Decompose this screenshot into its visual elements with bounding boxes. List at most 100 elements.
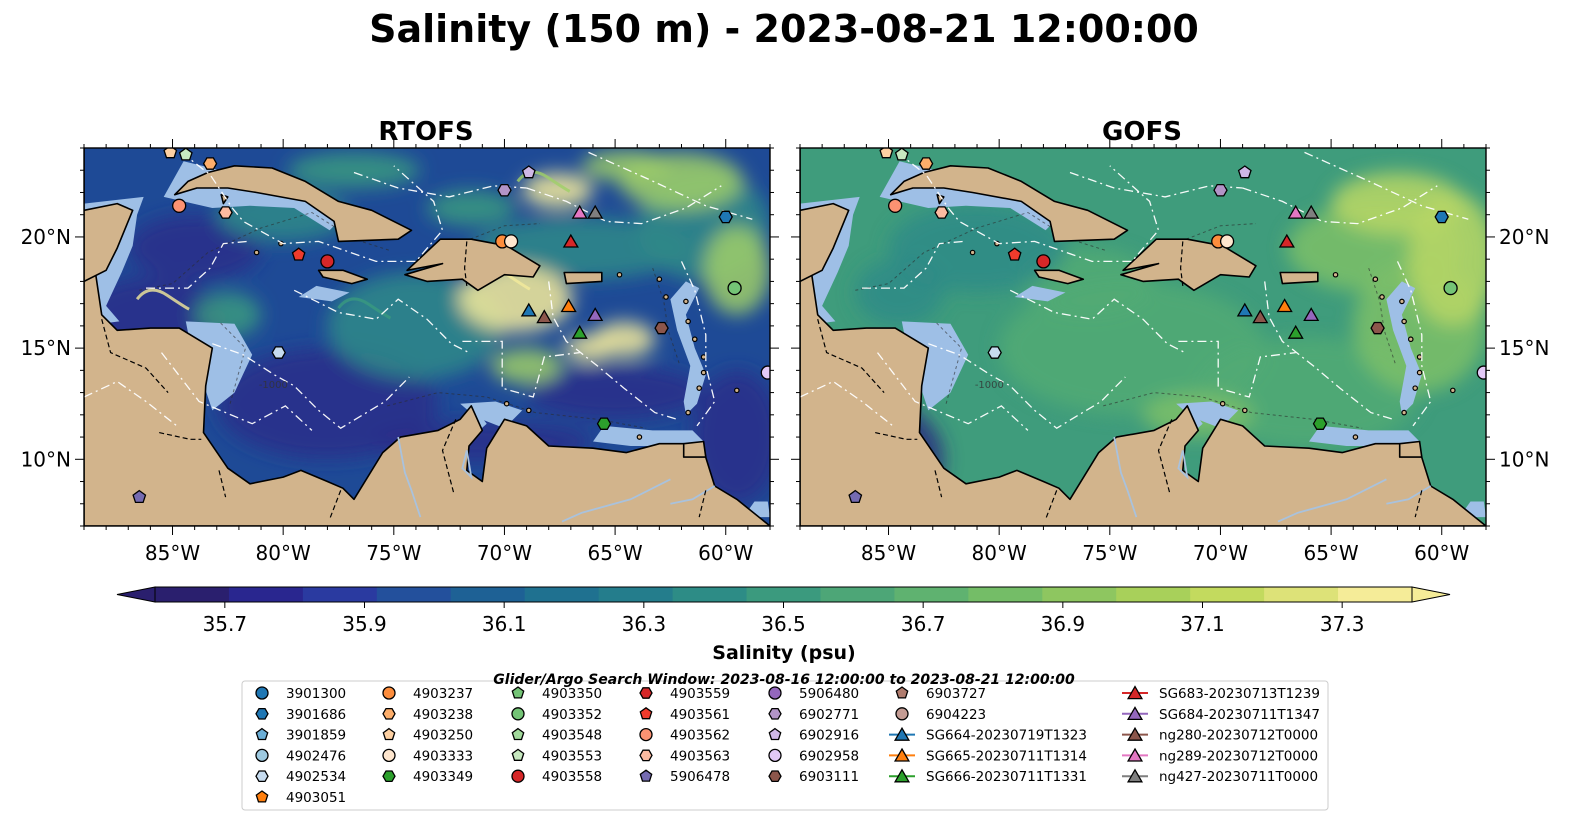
eez-boundary [680,261,716,427]
small-island [1416,369,1423,376]
legend-label: 4903561 [670,707,730,723]
country-border [101,319,169,394]
legend-argo-marker [768,707,782,720]
legend-label: 4902476 [286,748,346,764]
lon-tick-label: 85°W [145,541,200,565]
lon-tick-label: 85°W [861,541,916,565]
colorbar-tick-label: 36.3 [622,612,667,636]
argo-marker-6902958 [1476,365,1486,380]
eez-boundary [1178,340,1296,398]
glider-marker-sg664-20230719t1323 [520,302,537,317]
colorbar-tick-label: 37.1 [1180,612,1225,636]
argo-marker-4903238 [202,157,218,170]
contour-label: -1000 [975,380,1004,391]
legend-label: ng280-20230712T0000 [1159,728,1318,744]
map-frame [799,147,1487,527]
legend-label: 6904223 [926,707,986,723]
legend-label: ng427-20230711T0000 [1159,769,1318,785]
landmass [84,148,770,526]
small-island [691,336,698,343]
colorbar-bin [1338,587,1413,602]
legend-glider-marker [1126,747,1144,762]
eez-boundary [181,151,444,263]
salinity-anomaly [888,203,1066,293]
legend-label: 4903352 [542,707,602,723]
landmass [1398,440,1423,458]
legend-label: SG664-20230719T1323 [926,728,1087,744]
small-island [616,271,623,278]
landmass [173,165,413,243]
bathymetry-contour [652,267,680,364]
small-island [1372,276,1379,282]
argo-marker-4903250 [163,148,178,159]
colorbar-bin [1116,587,1191,602]
legend-label: 5906480 [799,686,859,702]
eez-boundary [928,343,1126,429]
river [670,485,716,505]
salinity-anomaly [1198,337,1420,449]
glider-marker-ng427-20230711t0000 [1303,204,1320,219]
legend-label: 4903238 [413,707,473,723]
argo-marker-4903563 [934,206,949,219]
river [397,436,422,518]
shelf-shallow-area [670,281,706,415]
shelf-shallow-area [593,425,704,446]
argo-marker-3901686 [1434,210,1449,224]
legend-argo-marker [895,686,909,699]
legend-argo-marker [639,687,653,699]
landmass [317,269,369,285]
lon-tick-label: 65°W [1303,541,1358,565]
colorbar: 35.7 35.9 36.1 36.3 36.5 36.7 36.9 37.1 37.3 [116,586,1451,636]
glider-marker-sg665-20230711t1314 [560,298,577,313]
landmass [404,238,541,292]
argo-marker-6902771 [497,183,512,197]
landmass [563,271,603,285]
lat-tick-label: 10°N [21,447,71,471]
salinity-anomaly [703,225,770,315]
glider-marker-sg666-20230711t1331 [571,324,588,339]
legend-label: 6902771 [799,707,859,723]
argo-marker-6902916 [521,165,536,179]
colorbar-bin [1264,587,1339,602]
colorbar-bin [155,587,230,602]
legend-label: 3901300 [286,686,346,702]
argo-marker-4903333 [503,234,519,249]
country-border [698,490,707,518]
legend-argo-marker [639,749,653,762]
argo-marker-4903562 [172,198,187,213]
legend-label: 6903727 [926,686,986,702]
colorbar-bin [746,587,821,602]
lon-tick-label: 75°W [366,541,421,565]
legend-label: 4903237 [413,686,473,702]
lat-tick-label: 15°N [1499,336,1549,360]
salinity-anomaly [128,214,262,282]
legend-argo-marker [768,727,782,741]
legend-glider-marker [1126,706,1144,721]
country-border [159,432,202,440]
eez-boundary [526,185,722,225]
colorbar-extend-min [116,586,156,603]
argo-marker-6902771 [1213,183,1228,197]
small-island [663,294,669,300]
lat-tick-label: 20°N [21,225,71,249]
colorbar-bin [598,587,674,602]
contour-label: -1000 [259,380,288,391]
salinity-anomaly [526,365,704,420]
small-island [696,385,702,391]
colorbar-bin [524,587,600,602]
legend-label: 4903553 [542,748,602,764]
small-island [1401,318,1407,325]
legend-label: 3901686 [286,707,346,723]
legend-argo-marker [768,686,782,700]
small-island [656,276,663,282]
legend-label: 6902958 [799,748,859,764]
legend-argo-marker [382,770,396,783]
small-island [969,249,976,256]
colorbar-bin [302,587,378,602]
argo-marker-6902958 [760,365,770,380]
country-border [1045,490,1058,520]
argo-marker-4903352 [727,280,742,296]
legend-label: SG665-20230711T1314 [926,748,1087,764]
small-island [1219,400,1226,407]
landmass [800,148,1486,526]
